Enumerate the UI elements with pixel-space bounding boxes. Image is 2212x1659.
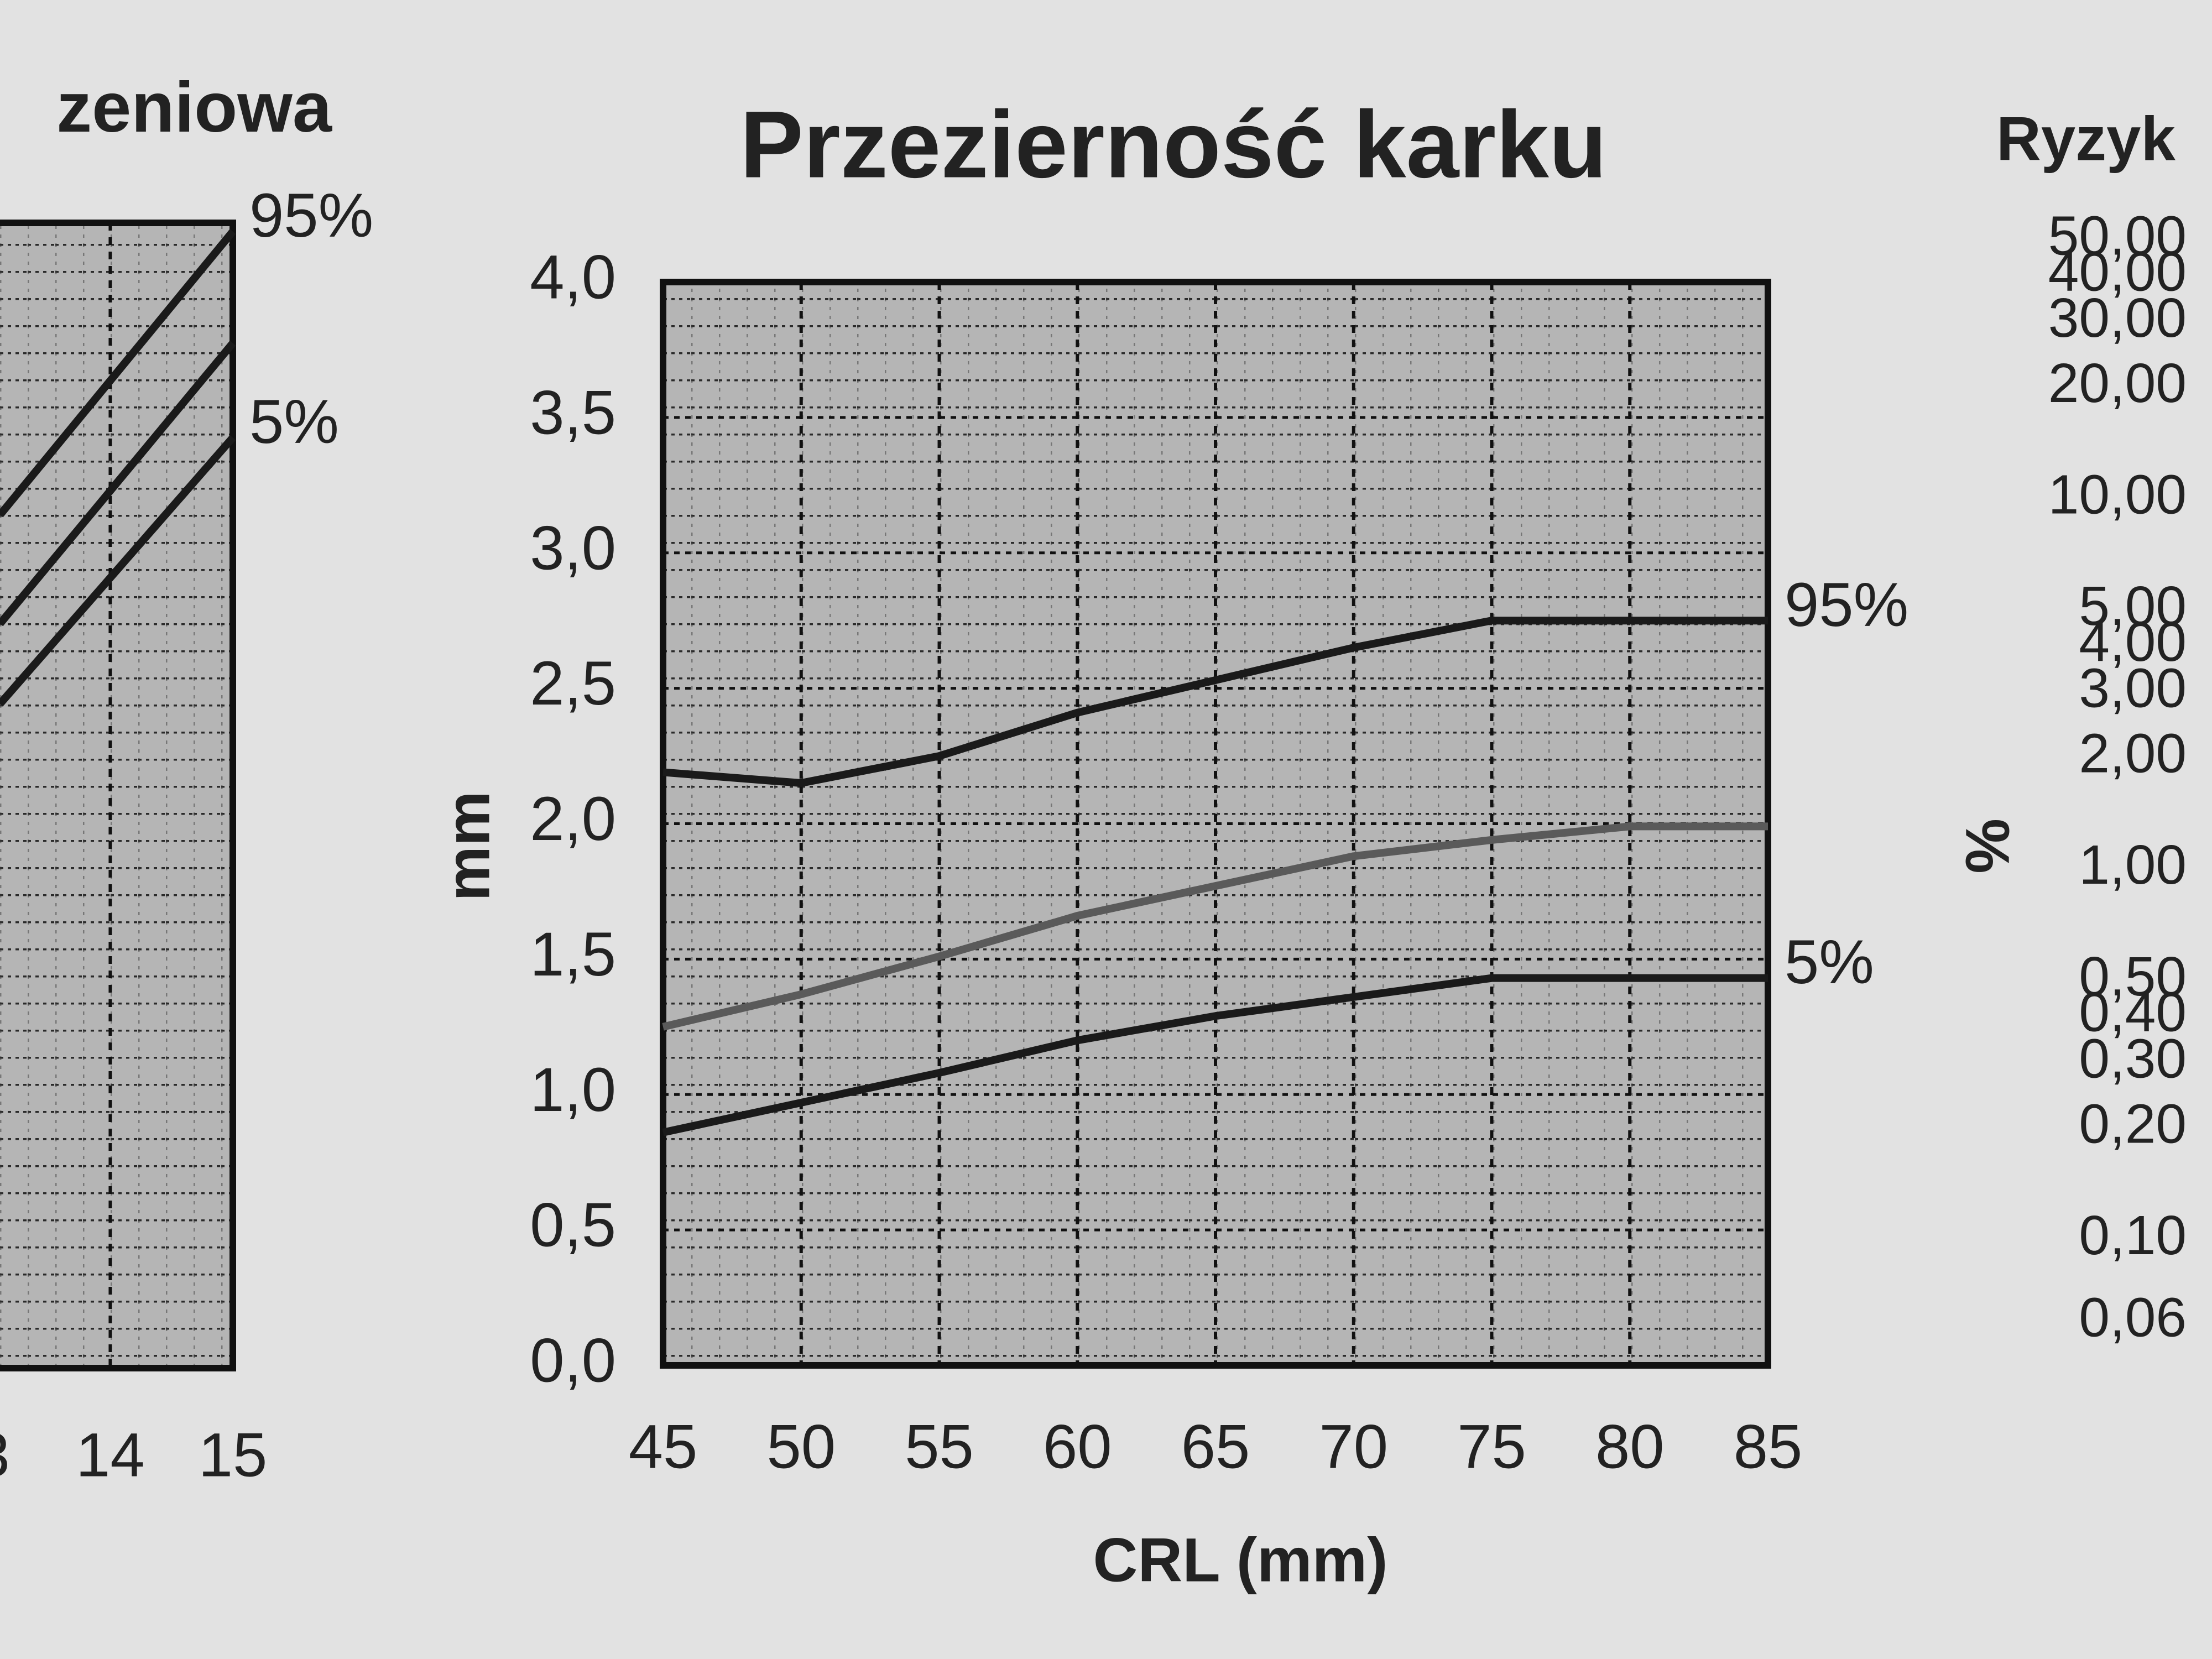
y-tick-label: 0,50 — [2079, 946, 2187, 1008]
series-label: 95% — [1785, 570, 1908, 639]
y-tick-label: 0,10 — [2079, 1204, 2187, 1266]
y-tick-label: 0,5 — [530, 1191, 616, 1260]
y-axis-label: % — [1953, 818, 2022, 874]
x-axis-label: CRL (mm) — [1093, 1526, 1387, 1595]
y-tick-label: 0,30 — [2079, 1027, 2187, 1089]
y-tick-label: 0,20 — [2079, 1093, 2187, 1155]
y-tick-label: 1,00 — [2079, 834, 2187, 896]
x-tick-label: 80 — [1595, 1412, 1665, 1481]
chart-title: Ryzyk — [1996, 105, 2176, 174]
y-tick-label: 0,40 — [2079, 982, 2187, 1044]
series-line — [0, 229, 236, 518]
plot-area — [0, 223, 233, 1368]
y-tick-label: 3,00 — [2079, 658, 2187, 719]
y-tick-label: 5,00 — [2079, 575, 2187, 637]
series-label: 5% — [249, 387, 339, 456]
y-tick-label: 40,00 — [2048, 241, 2187, 302]
series-label: 5% — [1785, 927, 1874, 997]
chart-title: Przezierność karku — [740, 91, 1607, 197]
y-tick-label: 3,0 — [530, 513, 616, 582]
x-tick-label: 15 — [199, 1421, 268, 1490]
y-tick-label: 3,5 — [530, 378, 616, 447]
y-tick-label: 50,00 — [2048, 205, 2187, 267]
y-tick-label: 1,5 — [530, 920, 616, 989]
series-line — [0, 340, 236, 627]
y-tick-label: 4,00 — [2079, 611, 2187, 673]
y-tick-label: 1,0 — [530, 1055, 616, 1124]
x-tick-label: 3 — [0, 1421, 10, 1490]
y-tick-label: 20,00 — [2048, 352, 2187, 414]
y-tick-label: 2,0 — [530, 784, 616, 853]
x-tick-label: 60 — [1043, 1412, 1112, 1481]
y-tick-label: 4,0 — [530, 243, 616, 312]
x-tick-label: 75 — [1457, 1412, 1526, 1481]
series-line — [0, 435, 236, 707]
series-line — [662, 822, 1768, 1031]
x-tick-label: 85 — [1734, 1412, 1803, 1481]
x-tick-label: 45 — [629, 1412, 698, 1481]
x-tick-label: 50 — [766, 1412, 836, 1481]
series-line — [662, 617, 1768, 787]
y-tick-label: 2,5 — [530, 649, 616, 718]
x-tick-label: 65 — [1181, 1412, 1250, 1481]
series-label: 95% — [249, 181, 373, 250]
y-tick-label: 0,06 — [2079, 1286, 2187, 1348]
x-tick-label: 55 — [905, 1412, 974, 1481]
y-axis-label: mm — [434, 791, 503, 901]
x-tick-label: 70 — [1319, 1412, 1388, 1481]
plot-border — [0, 220, 236, 1371]
y-tick-label: 30,00 — [2048, 287, 2187, 349]
chart-title: zeniowa — [56, 68, 332, 147]
x-tick-label: 14 — [76, 1421, 145, 1490]
y-tick-label: 2,00 — [2079, 723, 2187, 785]
series-line — [662, 974, 1768, 1136]
y-tick-label: 10,00 — [2048, 464, 2187, 526]
y-tick-label: 0,0 — [530, 1326, 616, 1395]
